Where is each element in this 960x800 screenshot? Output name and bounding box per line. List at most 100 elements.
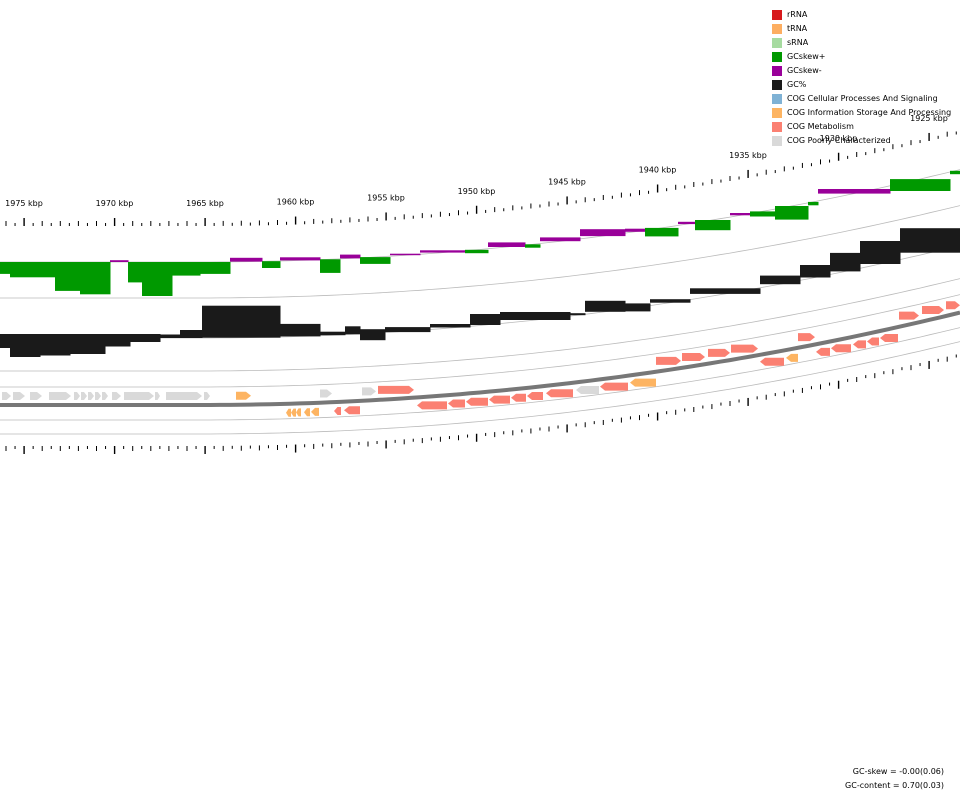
gc-skew-segment: [320, 259, 341, 273]
gc-skew-segment: [128, 262, 143, 283]
legend-swatch: [772, 136, 782, 146]
sequence-backbone: [0, 310, 960, 407]
gc-content-segment: [585, 300, 626, 312]
gc-content-segment: [360, 329, 386, 341]
gc-content-segment: [430, 324, 471, 328]
legend-swatch: [772, 108, 782, 118]
gene-arrow: [112, 392, 121, 400]
legend-label: COG Metabolism: [787, 122, 854, 131]
gc-skew-track: [0, 170, 960, 296]
gene-arrow: [831, 344, 851, 353]
gene-arrow: [656, 356, 681, 365]
gc-skew-segment: [360, 257, 391, 264]
gene-arrow: [2, 392, 11, 400]
gc-skew-segment: [280, 257, 321, 261]
gc-skew-segment: [200, 262, 231, 274]
gc-skew-segment: [420, 250, 466, 253]
legend-swatch: [772, 122, 782, 132]
gene-arrow: [334, 407, 341, 415]
gc-content-segment: [105, 334, 131, 347]
scale-label: 1945 kbp: [548, 177, 586, 186]
legend-item: COG Cellular Processes And Signaling: [772, 92, 958, 106]
scale-label: 1960 kbp: [277, 198, 315, 207]
gc-content-segment: [345, 326, 361, 335]
scale-label: 1950 kbp: [458, 187, 496, 196]
gc-skew-segment: [540, 237, 581, 242]
gc-content-segment: [70, 334, 106, 354]
legend-label: GCskew+: [787, 52, 826, 61]
gc-content-segment: [385, 327, 431, 333]
gene-arrow: [417, 401, 447, 410]
legend-label: tRNA: [787, 24, 808, 33]
gc-skew-segment: [262, 261, 281, 268]
legend-swatch: [772, 10, 782, 20]
legend-label: GCskew-: [787, 66, 822, 75]
gene-arrow: [236, 391, 251, 400]
gene-arrow: [30, 392, 42, 400]
ring-line: [0, 327, 960, 421]
gene-arrow: [102, 392, 108, 400]
legend-item: sRNA: [772, 36, 958, 50]
gc-content-segment: [280, 323, 321, 337]
gene-arrow: [311, 407, 319, 416]
gene-arrow: [320, 389, 332, 398]
ring-line: [0, 278, 960, 372]
gene-arrow: [682, 353, 705, 361]
gc-content-segment: [470, 314, 501, 325]
gc-skew-segment: [80, 262, 111, 295]
scale-label: 1970 kbp: [96, 199, 134, 208]
gene-arrow: [760, 357, 784, 366]
gene-arrow: [296, 408, 301, 417]
legend-item: rRNA: [772, 8, 958, 22]
gc-skew-segment: [230, 257, 263, 262]
gene-arrow: [511, 393, 526, 402]
gene-arrow: [88, 392, 94, 400]
legend-swatch: [772, 66, 782, 76]
gc-skew-segment: [890, 179, 951, 191]
gc-skew-segment: [818, 189, 891, 194]
gc-skew-segment: [525, 244, 541, 248]
legend-item: tRNA: [772, 22, 958, 36]
ring-line: [0, 169, 960, 263]
gc-content-segment: [650, 299, 691, 303]
gc-skew-segment: [172, 262, 201, 276]
gc-content-stat: GC-content = 0.70(0.03): [845, 781, 944, 790]
ring-line: [0, 294, 960, 388]
legend-label: COG Information Storage And Processing: [787, 108, 952, 117]
gc-skew-segment: [625, 228, 646, 232]
gc-skew-segment: [950, 170, 960, 175]
outer-scale-ticks: [5, 131, 957, 226]
gene-arrow: [124, 392, 154, 400]
legend-swatch: [772, 94, 782, 104]
gc-content-segment: [160, 334, 181, 338]
gc-skew-segment: [340, 254, 361, 259]
gene-arrow: [708, 348, 730, 357]
legend-swatch: [772, 24, 782, 34]
gene-arrow: [74, 392, 80, 400]
gene-arrow: [853, 340, 866, 349]
gene-arrow: [291, 408, 296, 417]
reverse-strand-genes: [286, 334, 898, 417]
scale-label: 1965 kbp: [186, 199, 224, 208]
legend-swatch: [772, 52, 782, 62]
gene-arrow: [946, 301, 960, 310]
legend-item: COG Metabolism: [772, 120, 958, 134]
inner-scale-ticks: [5, 354, 957, 454]
gc-skew-segment: [488, 242, 526, 247]
gene-arrow: [448, 399, 465, 408]
scale-label: 1955 kbp: [367, 194, 405, 203]
gc-content-segment: [10, 334, 41, 357]
gene-arrow: [466, 397, 488, 406]
gene-arrow: [95, 392, 101, 400]
gene-arrow: [489, 395, 510, 404]
gc-skew-segment: [580, 229, 626, 237]
gene-arrow: [630, 378, 656, 387]
gene-arrow: [899, 311, 919, 320]
scale-label: 1930 kbp: [820, 134, 858, 143]
gene-arrow: [527, 392, 543, 400]
gene-arrow: [155, 392, 160, 400]
gc-content-segment: [320, 331, 346, 336]
gene-arrow: [204, 392, 210, 400]
gc-skew-segment: [645, 227, 679, 237]
